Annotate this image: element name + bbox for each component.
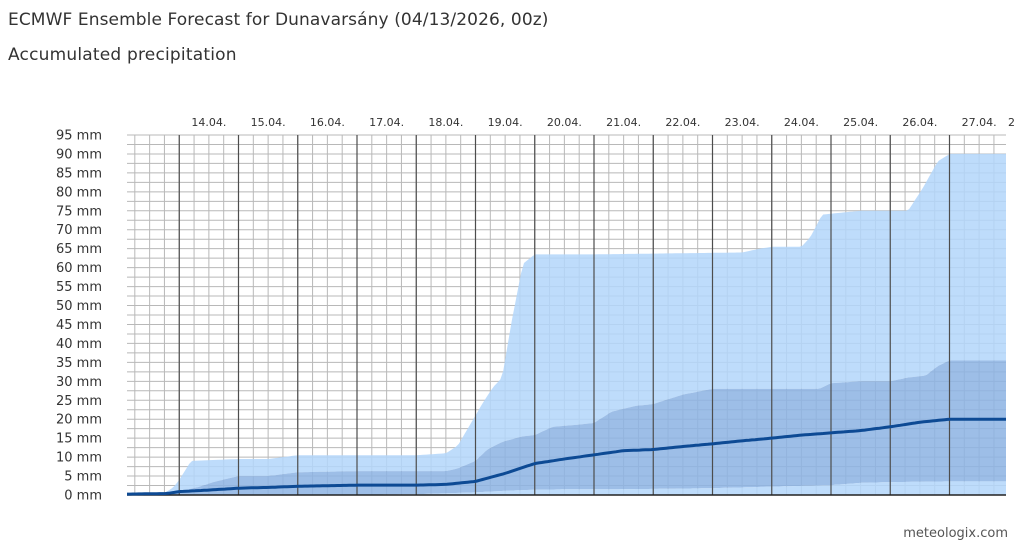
x-tick-label: 22.04. — [665, 116, 700, 129]
median-line — [127, 417, 1006, 496]
y-tick-label: 0 mm — [64, 489, 102, 504]
y-tick-label: 35 mm — [56, 356, 102, 371]
y-tick-label: 80 mm — [56, 185, 102, 200]
y-axis-ticks: 0 mm 5 mm 10 mm 15 mm 20 mm 25 mm 30 mm 35 mm 40… — [56, 129, 102, 504]
y-tick-label: 70 mm — [56, 223, 102, 238]
band-interquartile-area — [127, 360, 1006, 495]
x-tick-label: 17.04. — [369, 116, 404, 129]
x-tick-label: 14.04. — [191, 116, 226, 129]
x-tick-label: 20.04. — [547, 116, 582, 129]
y-tick-label: 85 mm — [56, 166, 102, 181]
x-tick-label: 24.04. — [784, 116, 819, 129]
ensemble-bands — [127, 153, 1006, 495]
y-tick-label: 10 mm — [56, 451, 102, 466]
y-tick-label: 50 mm — [56, 299, 102, 314]
y-tick-label: 30 mm — [56, 375, 102, 390]
y-tick-label: 15 mm — [56, 432, 102, 447]
x-tick-label: 2 — [1008, 116, 1015, 129]
chart-subtitle: Accumulated precipitation — [8, 45, 237, 65]
y-tick-label: 90 mm — [56, 147, 102, 162]
x-axis-ticks: 14.04. 15.04. 16.04. 17.04. 18.04. 19.04. 20.0… — [191, 116, 1015, 129]
credit-label: meteologix.com — [903, 526, 1008, 541]
x-tick-label: 26.04. — [902, 116, 937, 129]
y-tick-label: 5 mm — [64, 470, 102, 485]
y-tick-label: 65 mm — [56, 242, 102, 257]
x-tick-label: 16.04. — [310, 116, 345, 129]
y-tick-label: 60 mm — [56, 261, 102, 276]
x-tick-label: 19.04. — [488, 116, 523, 129]
y-tick-label: 55 mm — [56, 280, 102, 295]
chart-title: ECMWF Ensemble Forecast for Dunavarsány … — [8, 10, 549, 30]
y-tick-label: 95 mm — [56, 129, 102, 144]
y-tick-label: 25 mm — [56, 394, 102, 409]
series-lines — [127, 417, 1006, 496]
band-min-area — [127, 481, 1006, 495]
x-tick-label: 15.04. — [251, 116, 286, 129]
band-max-area — [127, 153, 1006, 494]
y-tick-label: 40 mm — [56, 337, 102, 352]
major-grid — [127, 135, 1006, 496]
y-tick-label: 20 mm — [56, 413, 102, 428]
x-tick-label: 23.04. — [725, 116, 760, 129]
x-tick-label: 25.04. — [843, 116, 878, 129]
x-tick-label: 27.04. — [962, 116, 997, 129]
x-tick-label: 21.04. — [606, 116, 641, 129]
y-tick-label: 75 mm — [56, 204, 102, 219]
x-tick-label: 18.04. — [428, 116, 463, 129]
y-tick-label: 45 mm — [56, 318, 102, 333]
